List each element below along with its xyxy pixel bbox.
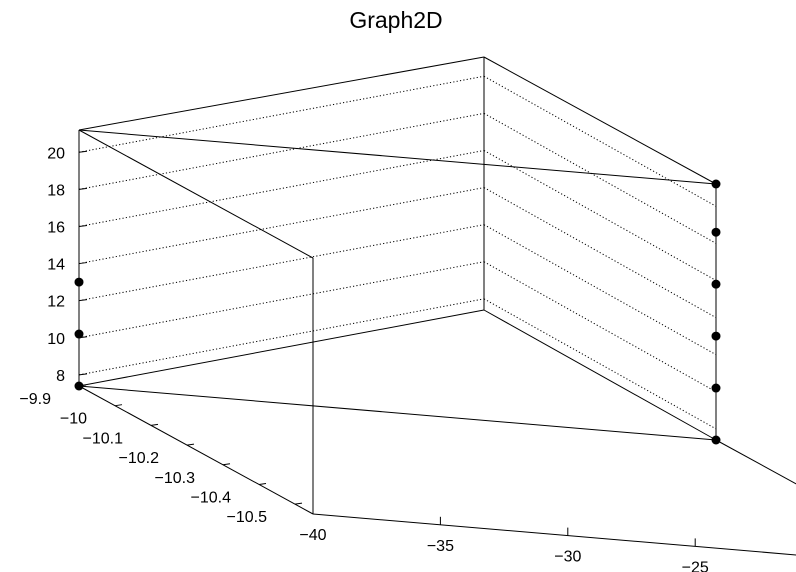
data-points	[74, 179, 721, 445]
x-tick	[186, 443, 195, 446]
gridline	[483, 261, 717, 393]
z-tick-label: 12	[47, 294, 65, 311]
base-edge	[78, 385, 717, 441]
axis-box	[78, 56, 796, 556]
back-edge	[483, 309, 717, 441]
tick-marks	[78, 150, 696, 547]
x-axis-line	[78, 385, 314, 515]
gridline	[78, 298, 485, 376]
z-tick-label: 14	[47, 257, 65, 274]
gridline	[78, 224, 485, 302]
z-tick	[78, 373, 88, 376]
x-tick	[294, 502, 303, 505]
top-edge	[78, 129, 314, 259]
gridline	[78, 75, 485, 153]
z-tick-label: 16	[47, 219, 65, 236]
z-tick-label: 20	[47, 145, 65, 162]
data-point	[711, 435, 721, 445]
chart-title: Graph2D	[349, 7, 442, 33]
x-tick-label: −10.2	[119, 450, 160, 467]
y-tick-label: −30	[554, 549, 581, 566]
gridline	[483, 112, 717, 244]
y-tick-label: −25	[682, 559, 709, 572]
gridline	[483, 298, 717, 430]
gridline	[483, 224, 717, 356]
x-tick-label: −10	[60, 411, 87, 428]
gridlines	[78, 75, 717, 430]
data-point	[711, 383, 721, 393]
x-tick-label: −9.9	[19, 391, 51, 408]
gridline	[483, 75, 717, 207]
back-edge	[78, 309, 485, 387]
z-tick	[78, 224, 88, 227]
data-point	[711, 179, 721, 189]
gridline	[78, 187, 485, 265]
z-tick-label: 10	[47, 331, 65, 348]
back-top-edge	[483, 56, 717, 185]
gridline	[78, 112, 485, 190]
z-tick	[78, 187, 88, 190]
z-tick	[78, 262, 88, 265]
base-edge	[715, 439, 796, 485]
gridline	[483, 187, 717, 319]
x-tick	[222, 463, 231, 466]
data-point	[74, 381, 84, 391]
x-tick	[258, 482, 267, 485]
back-top-edge	[78, 56, 485, 131]
gridline	[483, 150, 717, 281]
gridline	[78, 149, 485, 227]
data-point	[711, 331, 721, 341]
top-edge	[78, 129, 717, 185]
z-tick-label: 8	[56, 368, 65, 385]
data-point	[711, 279, 721, 289]
data-point	[74, 329, 84, 339]
data-point	[711, 227, 721, 237]
data-point	[74, 277, 84, 287]
y-tick-label: −40	[299, 527, 326, 544]
y-tick-label: −35	[427, 538, 454, 555]
gridline	[78, 261, 485, 339]
z-tick	[78, 150, 88, 153]
x-tick	[150, 423, 159, 426]
tick-labels: 8 10 12 14 16 18 20 −10.5 −10.4 −10.3 −10.2 −10.1 −1…	[19, 145, 709, 572]
z-tick-label: 18	[47, 182, 65, 199]
x-tick-label: −10.4	[191, 489, 232, 506]
y-axis-line	[312, 513, 796, 556]
x-tick-label: −10.1	[83, 430, 124, 447]
x-tick-label: −10.5	[227, 509, 268, 526]
z-tick	[78, 299, 88, 302]
x-tick-label: −10.3	[155, 470, 196, 487]
x-tick	[114, 404, 123, 407]
